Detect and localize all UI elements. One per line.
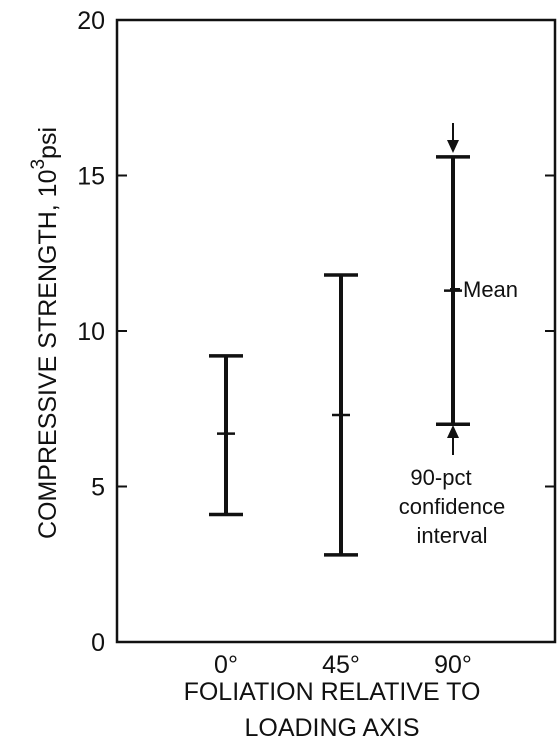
interval-annotation-line-2: confidence [399,494,505,519]
y-axis-title: COMPRESSIVE STRENGTH, 103psi [28,127,62,539]
interval-annotation-line-1: 90-pct [410,465,471,490]
y-tick-label: 10 [77,318,105,346]
y-tick-label: 0 [91,629,105,657]
x-tick-label: 0° [214,651,238,679]
x-axis-title-line-1: FOLIATION RELATIVE TO [184,678,481,706]
x-tick-labels: 0° 45° 90° [214,651,472,679]
y-tick-label: 5 [91,474,105,502]
y-tick-label: 20 [77,7,105,35]
x-axis-title-line-2: LOADING AXIS [244,714,419,742]
y-tick-marks [117,174,555,488]
x-tick-label: 90° [434,651,472,679]
interval-annotation-line-3: interval [417,523,488,548]
mean-annotation-label: Mean [463,277,518,302]
error-bars [209,155,470,557]
y-tick-label: 15 [77,163,105,191]
annotations: Mean 90-pct confidence interval [399,123,518,548]
upper-arrow-head [447,140,459,153]
x-tick-label: 45° [322,651,360,679]
plot-frame [115,18,557,644]
y-tick-labels: 0 5 10 15 20 [77,7,105,657]
lower-arrow-head [447,425,459,438]
